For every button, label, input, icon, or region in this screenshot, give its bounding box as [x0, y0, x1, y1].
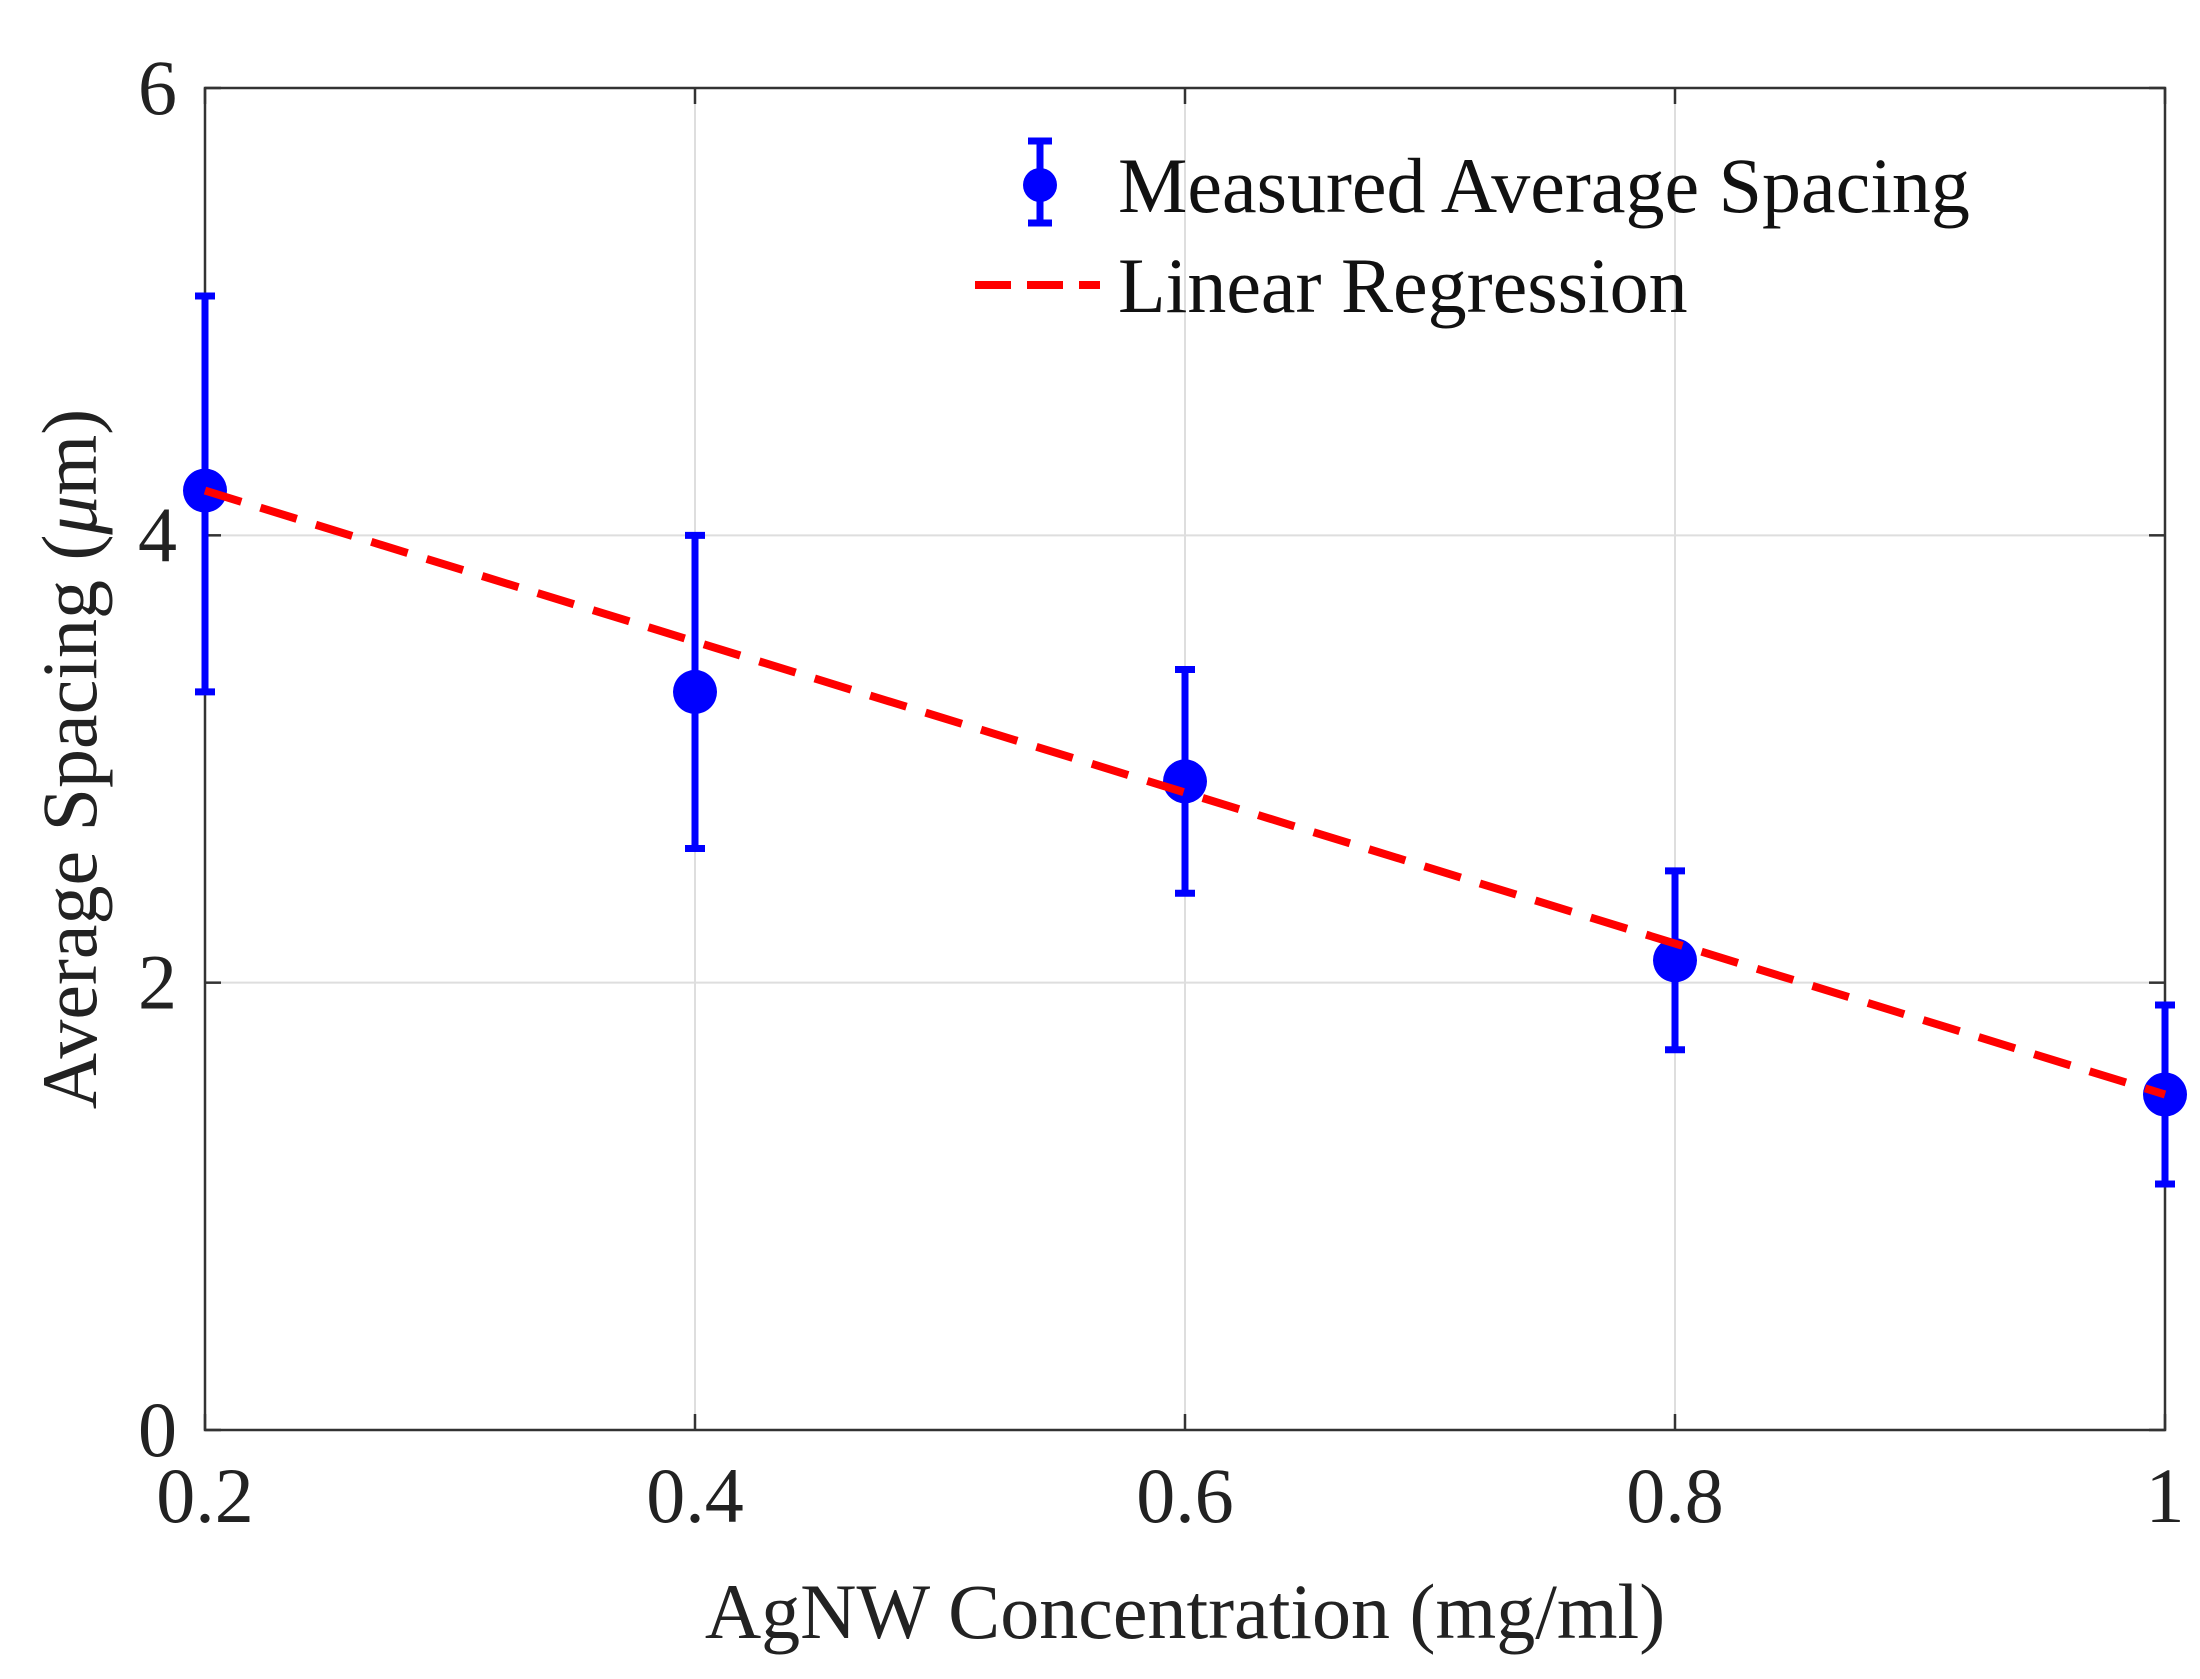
x-tick-label: 0.2 [156, 1452, 254, 1539]
legend: Measured Average Spacing Linear Regressi… [975, 137, 1970, 329]
y-tick-labels: 0 2 4 6 [138, 44, 177, 1473]
data-point [673, 669, 717, 714]
y-axis-title-prefix: Average Spacing ( [26, 535, 113, 1110]
data-point [1163, 759, 1207, 804]
data-point [183, 468, 227, 513]
x-tick-label: 1 [2146, 1452, 2185, 1539]
legend-marker-errorbar [1023, 137, 1057, 227]
x-tick-label: 0.8 [1626, 1452, 1724, 1539]
x-tick-label: 0.4 [646, 1452, 744, 1539]
series [183, 292, 2187, 1188]
y-tick-label: 4 [138, 491, 177, 578]
legend-label-measured: Measured Average Spacing [1118, 142, 1970, 229]
x-tick-label: 0.6 [1136, 1452, 1234, 1539]
legend-label-regression: Linear Regression [1118, 242, 1688, 329]
y-tick-label: 2 [138, 939, 177, 1026]
x-tick-labels: 0.2 0.4 0.6 0.8 1 [156, 1452, 2184, 1539]
y-axis-title: Average Spacing (μm) [26, 409, 113, 1109]
y-axis-title-suffix: m) [26, 409, 113, 496]
x-axis-title: AgNW Concentration (mg/ml) [705, 1568, 1665, 1655]
legend-errorbar-dot [1023, 168, 1057, 202]
regression-line [203, 486, 2167, 1099]
y-axis-title-mu: μ [26, 495, 113, 535]
y-tick-label: 6 [138, 44, 177, 131]
data-point [1653, 938, 1697, 983]
y-tick-label: 0 [138, 1386, 177, 1473]
